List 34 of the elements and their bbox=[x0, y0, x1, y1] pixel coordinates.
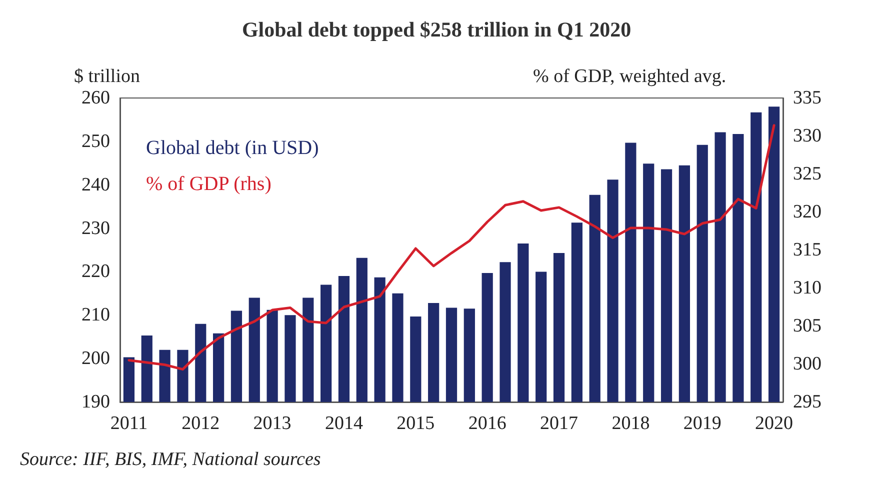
y2-tick-label: 310 bbox=[793, 278, 822, 298]
y-tick-label: 230 bbox=[82, 218, 110, 239]
y-tick-label: 210 bbox=[82, 304, 110, 326]
y-tick-label: 200 bbox=[82, 348, 110, 370]
x-tick-label: 2013 bbox=[253, 413, 292, 434]
x-tick-label: 2016 bbox=[468, 413, 506, 434]
y-tick-label: 240 bbox=[82, 174, 110, 196]
text: % of GDP (rhs) bbox=[146, 173, 272, 195]
y-tick-label: 220 bbox=[82, 261, 110, 282]
y-tick-label: 190 bbox=[82, 392, 110, 412]
y2-tick-label: 315 bbox=[793, 240, 822, 260]
x-tick-label: 2020 bbox=[755, 413, 794, 434]
y2-tick-label: 325 bbox=[793, 164, 822, 184]
x-tick-label: 2011 bbox=[110, 413, 148, 434]
x-tick-label: 2019 bbox=[683, 413, 722, 434]
source-note: Source: IIF, BIS, IMF, National sources bbox=[20, 449, 321, 470]
y2-tick-label: 300 bbox=[793, 354, 822, 374]
chart-title: Global debt topped $258 trillion in Q1 2020 bbox=[242, 18, 632, 42]
x-tick-label: 2012 bbox=[182, 413, 220, 434]
y2-tick-label: 335 bbox=[793, 88, 822, 108]
y2-tick-label: 305 bbox=[793, 316, 822, 336]
y-tick-label: 260 bbox=[82, 88, 110, 108]
y2-tick-label: 295 bbox=[793, 392, 822, 412]
line-series bbox=[128, 124, 776, 371]
y2-tick-label: 320 bbox=[793, 202, 822, 222]
x-tick-label: 2018 bbox=[612, 413, 650, 434]
x-tick-label: 2017 bbox=[540, 413, 578, 434]
x-tick-label: 2015 bbox=[396, 413, 435, 434]
y2-tick-label: 330 bbox=[793, 126, 822, 146]
y-tick-label: 250 bbox=[82, 130, 110, 152]
x-tick-label: 2014 bbox=[324, 413, 364, 434]
text: Global debt (in USD) bbox=[146, 137, 319, 159]
y2-axis-title: % of GDP, weighted avg. bbox=[533, 66, 726, 87]
y-axis-title: $ trillion bbox=[74, 66, 140, 87]
